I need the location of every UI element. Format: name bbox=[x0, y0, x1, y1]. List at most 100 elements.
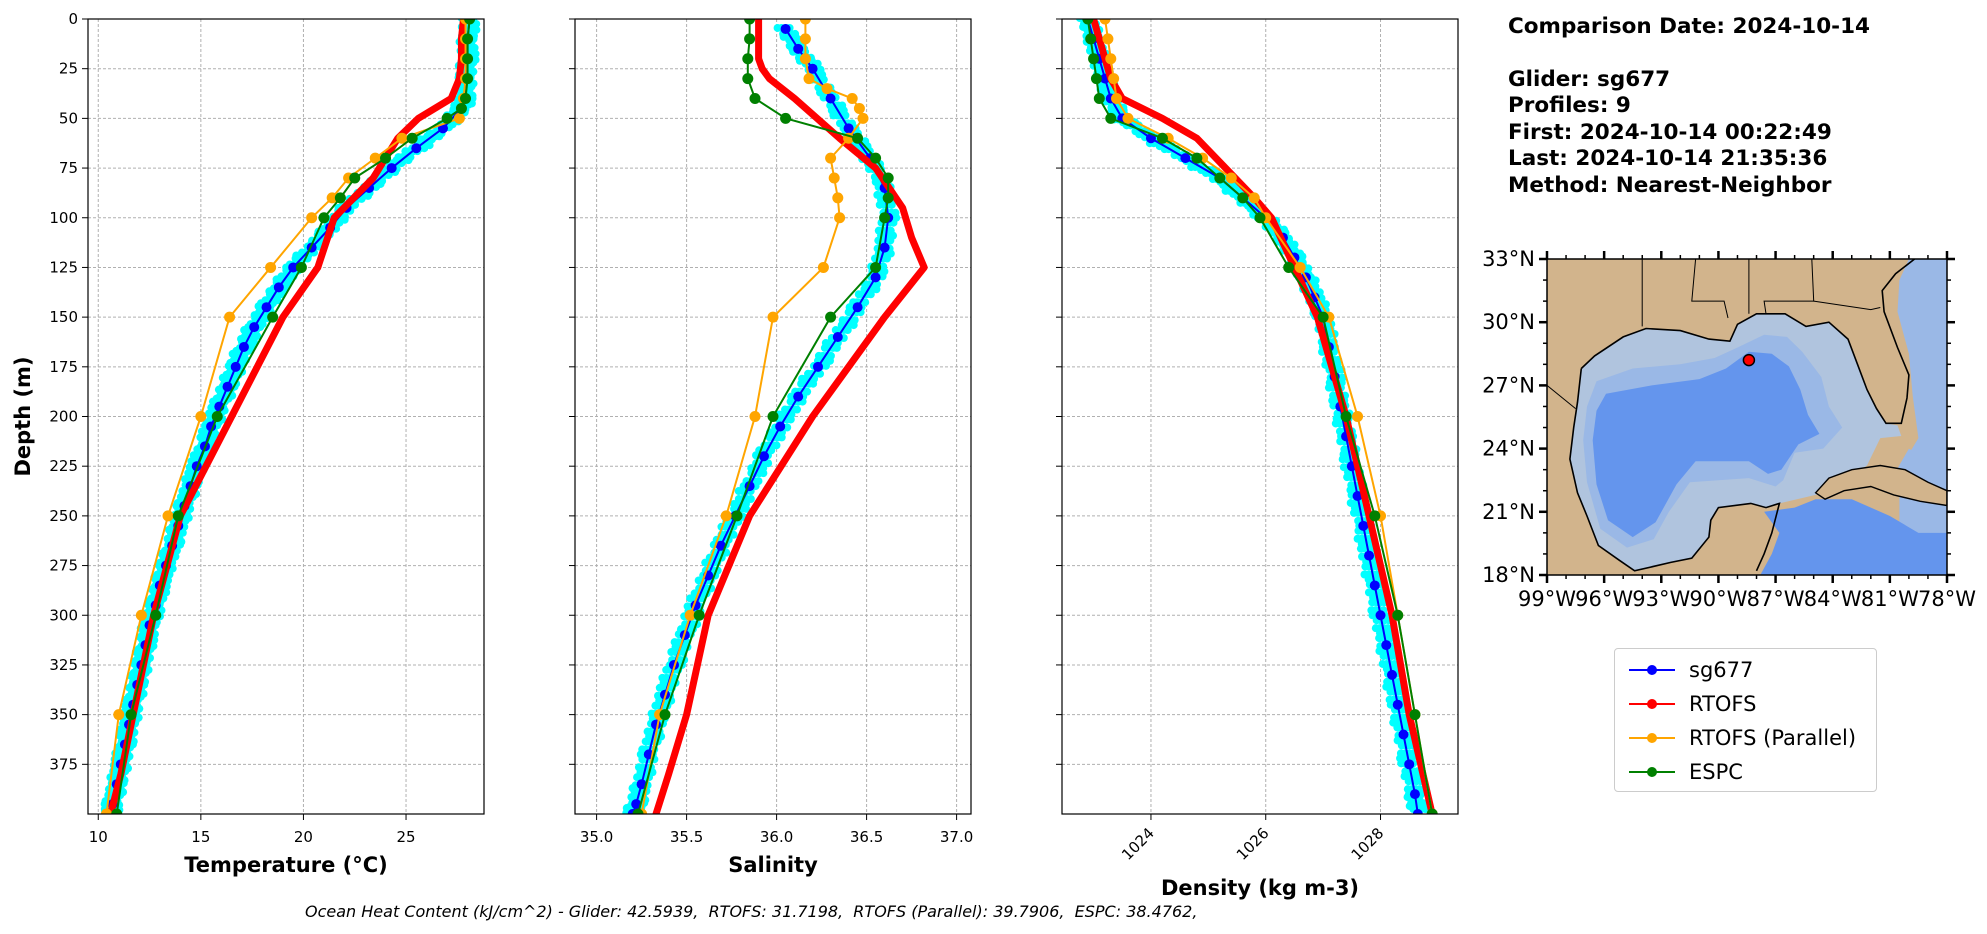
series-point bbox=[1317, 311, 1329, 323]
scatter-point bbox=[364, 191, 373, 200]
plot-area bbox=[1075, 19, 1438, 814]
x-tick-label: 15 bbox=[191, 828, 210, 846]
scatter-point bbox=[793, 405, 801, 414]
gulf-deep bbox=[1592, 351, 1820, 538]
series-point bbox=[125, 709, 137, 721]
map-lon-label: 84°W bbox=[1804, 587, 1862, 611]
series-point bbox=[1191, 152, 1203, 164]
series-point bbox=[453, 112, 465, 124]
series-point bbox=[834, 212, 846, 224]
series-point bbox=[759, 451, 769, 462]
series-point bbox=[793, 391, 804, 402]
series-point bbox=[742, 53, 754, 65]
series-point bbox=[744, 19, 756, 25]
series-point bbox=[807, 63, 818, 74]
series-point bbox=[825, 311, 837, 323]
series-point bbox=[462, 33, 474, 45]
series-point bbox=[775, 421, 786, 432]
series-point bbox=[1093, 93, 1105, 104]
series-point bbox=[265, 261, 277, 273]
y-tick-label: 200 bbox=[49, 408, 78, 426]
panel-1: 10 15 20 2502550751001251501752002252502753… bbox=[11, 10, 485, 877]
map-area bbox=[1547, 259, 1947, 575]
series-line bbox=[652, 19, 928, 814]
x-tick-label: 10 bbox=[89, 828, 108, 846]
glider-name: Glider: sg677 bbox=[1508, 66, 1671, 92]
series-point bbox=[1398, 729, 1409, 740]
series-point bbox=[462, 53, 474, 65]
scatter-point bbox=[786, 415, 795, 424]
series-point bbox=[1369, 510, 1381, 522]
y-tick-label: 75 bbox=[59, 159, 78, 177]
x-tick-label: 1024 bbox=[1118, 824, 1158, 864]
series-point bbox=[195, 411, 207, 422]
series-point bbox=[693, 609, 705, 621]
scatter-point bbox=[783, 423, 792, 432]
series-point bbox=[386, 163, 397, 174]
legend-item-sg677: sg677 bbox=[1627, 655, 1753, 685]
scatter-point bbox=[841, 111, 850, 120]
series-point bbox=[1156, 132, 1168, 144]
comparison-date: Comparison Date: 2024-10-14 bbox=[1508, 14, 1871, 39]
series-point bbox=[870, 261, 882, 273]
series-point bbox=[1237, 192, 1249, 204]
map-lat-label: 18°N bbox=[1482, 563, 1535, 587]
scatter-point bbox=[819, 75, 828, 84]
map-lon-label: 78°W bbox=[1918, 587, 1976, 611]
y-tick-label: 350 bbox=[49, 706, 78, 724]
series-point bbox=[464, 19, 476, 25]
y-tick-label: 25 bbox=[59, 60, 78, 78]
map-frame bbox=[1546, 258, 1948, 576]
scatter-point bbox=[1304, 264, 1313, 273]
series-point bbox=[879, 242, 890, 253]
first-time: First: 2024-10-14 00:22:49 bbox=[1508, 119, 1832, 145]
last-time: Last: 2024-10-14 21:35:36 bbox=[1508, 146, 1828, 172]
series-point bbox=[882, 172, 894, 184]
map-lon-label: 87°W bbox=[1747, 587, 1805, 611]
cuba bbox=[1814, 464, 1947, 507]
series-point bbox=[1122, 112, 1134, 124]
series-point bbox=[224, 311, 236, 323]
scatter-point bbox=[809, 379, 818, 388]
x-tick-label: 35.5 bbox=[670, 828, 703, 846]
map-lat-label: 30°N bbox=[1482, 310, 1535, 334]
state-border bbox=[1547, 385, 1576, 409]
series-point bbox=[742, 73, 754, 85]
series-point bbox=[406, 132, 418, 144]
series-point bbox=[832, 332, 843, 342]
series-espc bbox=[111, 19, 476, 814]
y-tick-label: 150 bbox=[49, 308, 78, 326]
series-point bbox=[632, 808, 644, 814]
caribbean-sea bbox=[1760, 499, 1947, 575]
series-point bbox=[817, 261, 829, 273]
series-point bbox=[715, 540, 726, 551]
series-point bbox=[799, 33, 811, 45]
y-tick-label: 250 bbox=[49, 507, 78, 525]
series-point bbox=[1294, 261, 1306, 273]
scatter-point bbox=[742, 504, 751, 513]
series-point bbox=[1392, 609, 1404, 621]
plot-area bbox=[622, 19, 928, 814]
x-tick-label: 25 bbox=[396, 828, 415, 846]
series-point bbox=[813, 361, 823, 372]
series-point bbox=[1225, 172, 1237, 184]
series-point bbox=[825, 152, 837, 164]
glider-position-marker bbox=[1742, 353, 1756, 367]
series-point bbox=[1392, 699, 1403, 710]
gulf-map: 33°N 30°N 27°N 24°N 21°N 18°N99°W 96°W 93°W 90°W… bbox=[1482, 247, 1976, 611]
series-point bbox=[396, 132, 408, 144]
series-point bbox=[326, 192, 338, 204]
series-point bbox=[462, 73, 474, 85]
scatter-point bbox=[471, 49, 480, 58]
series-point bbox=[1085, 33, 1097, 45]
series-point bbox=[334, 192, 346, 204]
legend-item-rtofs: RTOFS bbox=[1627, 689, 1756, 719]
series-point bbox=[230, 361, 241, 372]
map-lat-label: 21°N bbox=[1482, 500, 1535, 524]
scatter-point bbox=[866, 290, 875, 299]
y-tick-label: 275 bbox=[49, 557, 78, 575]
series-point bbox=[460, 93, 472, 104]
profile-panels: 10 15 20 2502550751001251501752002252502753… bbox=[11, 10, 1459, 900]
x-tick-label: 35.0 bbox=[580, 828, 613, 846]
map-lon-label: 81°W bbox=[1861, 587, 1919, 611]
